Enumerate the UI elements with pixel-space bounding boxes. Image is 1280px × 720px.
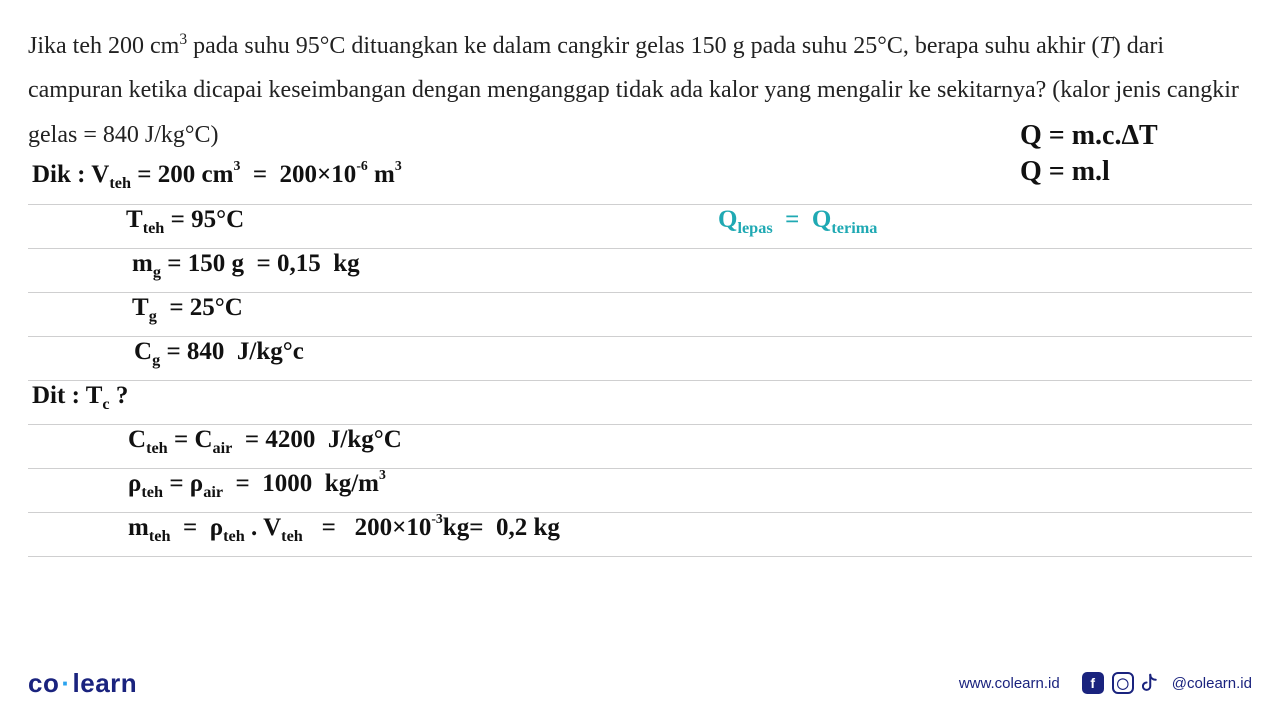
footer-right: www.colearn.id f ◯ @colearn.id [959,672,1252,694]
handwritten-text: Cteh = Cair = 4200 J/kg°C [128,421,402,459]
footer-handle: @colearn.id [1172,675,1252,692]
handwritten-text: Tteh = 95°C [126,201,244,239]
handwritten-text-extra: Qlepas = Qterima [718,201,877,239]
facebook-icon: f [1082,672,1104,694]
footer: co·learn www.colearn.id f ◯ @colearn.id [0,664,1280,720]
footer-url: www.colearn.id [959,675,1060,692]
brand-logo: co·learn [28,668,137,699]
handwritten-text: Dit : Tc ? [32,377,128,415]
brand-co: co [28,668,59,698]
handwritten-area: Dik : Vteh = 200 cm3 = 200×10-6 m3Tteh =… [28,160,1252,600]
handwritten-text: mteh = ρteh . Vteh = 200×10-3kg= 0,2 kg [128,509,560,547]
handwritten-line: mteh = ρteh . Vteh = 200×10-3kg= 0,2 kg [28,512,1252,556]
handwritten-text: ρteh = ρair = 1000 kg/m3 [128,465,386,503]
handwritten-line: Tg = 25°C [28,292,1252,336]
handwritten-line: mg = 150 g = 0,15 kg [28,248,1252,292]
handwritten-text: mg = 150 g = 0,15 kg [132,245,360,283]
handwritten-line: Cteh = Cair = 4200 J/kg°C [28,424,1252,468]
instagram-icon: ◯ [1112,672,1134,694]
handwritten-line: Dit : Tc ? [28,380,1252,424]
handwritten-line: Dik : Vteh = 200 cm3 = 200×10-6 m3 [28,160,1252,204]
handwritten-text: Cg = 840 J/kg°c [134,333,304,371]
formula-1: Q = m.c.ΔT [1020,118,1250,154]
brand-dot: · [59,668,72,698]
handwritten-line: Tteh = 95°C Qlepas = Qterima [28,204,1252,248]
handwritten-line: Cg = 840 J/kg°c [28,336,1252,380]
brand-learn: learn [73,668,138,698]
handwritten-text: Dik : Vteh = 200 cm3 = 200×10-6 m3 [32,156,402,194]
handwritten-line [28,556,1252,600]
handwritten-line: ρteh = ρair = 1000 kg/m3 [28,468,1252,512]
handwritten-text: Tg = 25°C [132,289,243,327]
tiktok-icon [1142,672,1164,694]
social-icons: f ◯ @colearn.id [1082,672,1252,694]
